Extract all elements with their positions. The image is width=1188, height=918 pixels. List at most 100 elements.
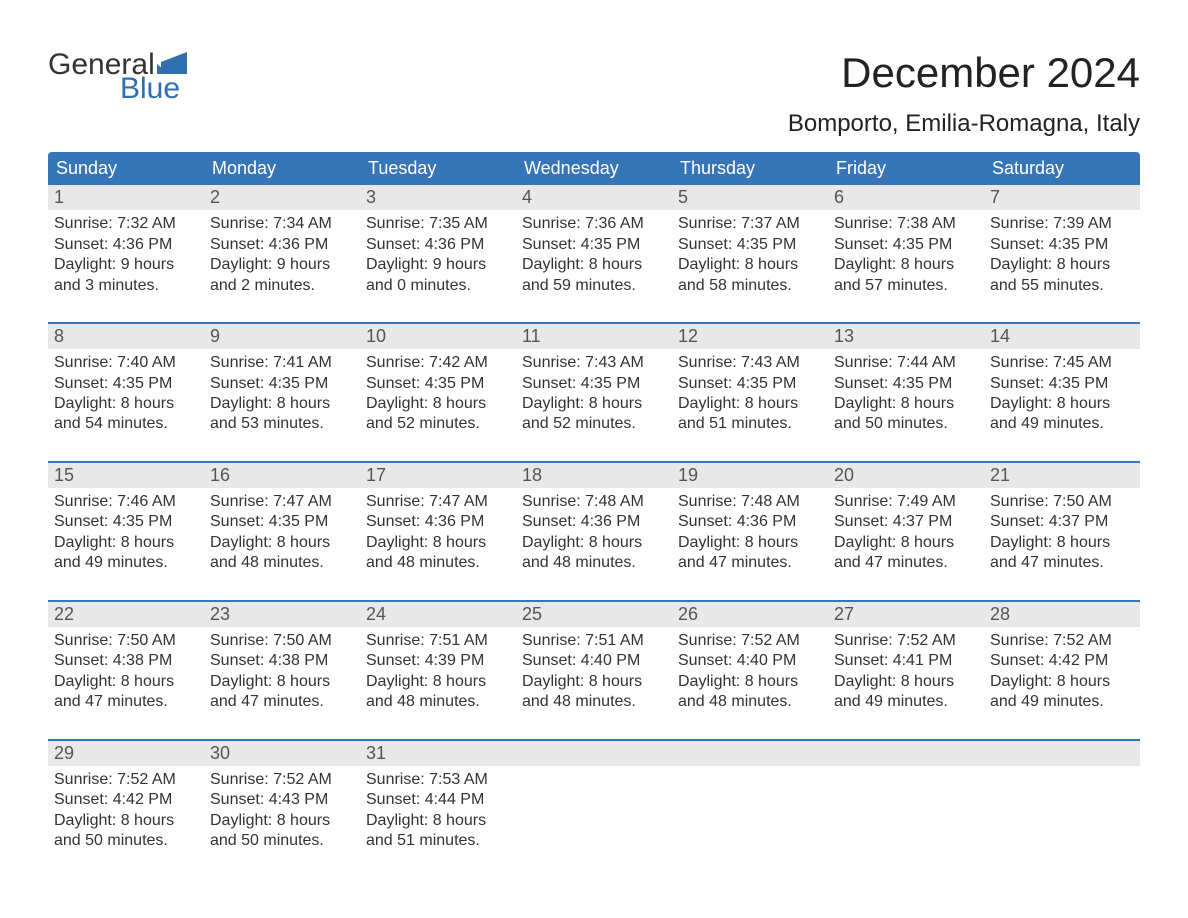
day-number-bar: 26 [672, 602, 828, 627]
day-number: 10 [366, 326, 386, 346]
daylight-line: Daylight: 8 hours and 59 minutes. [522, 255, 666, 296]
daylight-line: Daylight: 8 hours and 47 minutes. [990, 533, 1134, 574]
sunrise-line: Sunrise: 7:47 AM [210, 492, 354, 512]
day-number: 6 [834, 187, 844, 207]
day-body: Sunrise: 7:48 AMSunset: 4:36 PMDaylight:… [522, 492, 666, 574]
daylight-line: Daylight: 8 hours and 47 minutes. [834, 533, 978, 574]
weekday-header-wednesday: Wednesday [516, 152, 672, 185]
day-body: Sunrise: 7:49 AMSunset: 4:37 PMDaylight:… [834, 492, 978, 574]
title-block: December 2024 Bomporto, Emilia-Romagna, … [788, 50, 1140, 138]
sunset-line: Sunset: 4:35 PM [210, 512, 354, 532]
day-number-bar: 18 [516, 463, 672, 488]
day-number-bar: 9 [204, 324, 360, 349]
daylight-line: Daylight: 8 hours and 57 minutes. [834, 255, 978, 296]
sunrise-line: Sunrise: 7:51 AM [366, 631, 510, 651]
day-cell: 28Sunrise: 7:52 AMSunset: 4:42 PMDayligh… [984, 602, 1140, 721]
day-cell: 16 Sunrise: 7:47 AMSunset: 4:35 PMDayligh… [204, 463, 360, 582]
weeks-container: 1 Sunrise: 7:32 AMSunset: 4:36 PMDaylight… [48, 185, 1140, 859]
day-number-bar: 27 [828, 602, 984, 627]
day-body: Sunrise: 7:35 AMSunset: 4:36 PMDaylight:… [366, 214, 510, 296]
sunset-line: Sunset: 4:36 PM [678, 512, 822, 532]
logo-word-blue: Blue [120, 74, 180, 104]
sunrise-line: Sunrise: 7:48 AM [522, 492, 666, 512]
sunrise-line: Sunrise: 7:46 AM [54, 492, 198, 512]
sunset-line: Sunset: 4:44 PM [366, 790, 510, 810]
daylight-line: Daylight: 8 hours and 52 minutes. [522, 394, 666, 435]
day-number: 14 [990, 326, 1010, 346]
day-body: Sunrise: 7:32 AMSunset: 4:36 PMDaylight:… [54, 214, 198, 296]
sunrise-line: Sunrise: 7:52 AM [210, 770, 354, 790]
day-cell: . [828, 741, 984, 860]
day-body: Sunrise: 7:37 AMSunset: 4:35 PMDaylight:… [678, 214, 822, 296]
week-row: 22Sunrise: 7:50 AMSunset: 4:38 PMDayligh… [48, 600, 1140, 721]
day-cell: 26Sunrise: 7:52 AMSunset: 4:40 PMDayligh… [672, 602, 828, 721]
day-cell: 19Sunrise: 7:48 AMSunset: 4:36 PMDayligh… [672, 463, 828, 582]
day-number: 27 [834, 604, 854, 624]
day-cell: 8Sunrise: 7:40 AMSunset: 4:35 PMDaylight… [48, 324, 204, 443]
day-cell: 4 Sunrise: 7:36 AMSunset: 4:35 PMDaylight… [516, 185, 672, 304]
day-cell: 3 Sunrise: 7:35 AMSunset: 4:36 PMDaylight… [360, 185, 516, 304]
day-number: 19 [678, 465, 698, 485]
day-number: 4 [522, 187, 532, 207]
day-number-bar: 28 [984, 602, 1140, 627]
sunset-line: Sunset: 4:35 PM [522, 374, 666, 394]
daylight-line: Daylight: 9 hours and 3 minutes. [54, 255, 198, 296]
day-cell: 15Sunrise: 7:46 AMSunset: 4:35 PMDayligh… [48, 463, 204, 582]
day-cell: 27Sunrise: 7:52 AMSunset: 4:41 PMDayligh… [828, 602, 984, 721]
sunset-line: Sunset: 4:36 PM [366, 235, 510, 255]
day-number-bar: 13 [828, 324, 984, 349]
day-number: 29 [54, 743, 74, 763]
day-cell: 30Sunrise: 7:52 AMSunset: 4:43 PMDayligh… [204, 741, 360, 860]
day-body: Sunrise: 7:36 AMSunset: 4:35 PMDaylight:… [522, 214, 666, 296]
weekday-header-sunday: Sunday [48, 152, 204, 185]
day-cell: 1 Sunrise: 7:32 AMSunset: 4:36 PMDaylight… [48, 185, 204, 304]
day-cell: 22Sunrise: 7:50 AMSunset: 4:38 PMDayligh… [48, 602, 204, 721]
day-cell: 17Sunrise: 7:47 AMSunset: 4:36 PMDayligh… [360, 463, 516, 582]
day-body: Sunrise: 7:38 AMSunset: 4:35 PMDaylight:… [834, 214, 978, 296]
day-number-bar: 22 [48, 602, 204, 627]
day-number-bar: 2 [204, 185, 360, 210]
daylight-line: Daylight: 8 hours and 49 minutes. [834, 672, 978, 713]
calendar-page: General Blue December 2024 Bomporto, Emi… [0, 0, 1188, 900]
day-number: 3 [366, 187, 376, 207]
day-cell: 13Sunrise: 7:44 AMSunset: 4:35 PMDayligh… [828, 324, 984, 443]
daylight-line: Daylight: 9 hours and 2 minutes. [210, 255, 354, 296]
sunset-line: Sunset: 4:35 PM [834, 374, 978, 394]
day-number: 22 [54, 604, 74, 624]
day-number: 25 [522, 604, 542, 624]
sunrise-line: Sunrise: 7:36 AM [522, 214, 666, 234]
day-number: 1 [54, 187, 64, 207]
sunrise-line: Sunrise: 7:38 AM [834, 214, 978, 234]
weekday-header-tuesday: Tuesday [360, 152, 516, 185]
day-cell: 12Sunrise: 7:43 AMSunset: 4:35 PMDayligh… [672, 324, 828, 443]
sunrise-line: Sunrise: 7:41 AM [210, 353, 354, 373]
day-body: Sunrise: 7:47 AMSunset: 4:35 PMDaylight:… [210, 492, 354, 574]
sunset-line: Sunset: 4:35 PM [678, 374, 822, 394]
sunset-line: Sunset: 4:35 PM [54, 512, 198, 532]
daylight-line: Daylight: 8 hours and 47 minutes. [54, 672, 198, 713]
daylight-line: Daylight: 8 hours and 51 minutes. [678, 394, 822, 435]
header: General Blue December 2024 Bomporto, Emi… [48, 50, 1140, 138]
day-cell: 31 Sunrise: 7:53 AMSunset: 4:44 PMDayligh… [360, 741, 516, 860]
weekday-header-saturday: Saturday [984, 152, 1140, 185]
day-body: Sunrise: 7:53 AMSunset: 4:44 PMDaylight:… [366, 770, 510, 852]
week-row: 29Sunrise: 7:52 AMSunset: 4:42 PMDayligh… [48, 739, 1140, 860]
day-number-bar: 3 [360, 185, 516, 210]
day-number: 23 [210, 604, 230, 624]
day-cell: 18 Sunrise: 7:48 AMSunset: 4:36 PMDayligh… [516, 463, 672, 582]
day-number: 13 [834, 326, 854, 346]
day-number-bar: 31 [360, 741, 516, 766]
day-body: Sunrise: 7:50 AMSunset: 4:37 PMDaylight:… [990, 492, 1134, 574]
daylight-line: Daylight: 8 hours and 49 minutes. [990, 394, 1134, 435]
day-number-bar: 25 [516, 602, 672, 627]
week-row: 8Sunrise: 7:40 AMSunset: 4:35 PMDaylight… [48, 322, 1140, 443]
day-cell: 14Sunrise: 7:45 AMSunset: 4:35 PMDayligh… [984, 324, 1140, 443]
day-number: 16 [210, 465, 230, 485]
day-cell: . [516, 741, 672, 860]
day-number-bar: 5 [672, 185, 828, 210]
sunrise-line: Sunrise: 7:42 AM [366, 353, 510, 373]
daylight-line: Daylight: 8 hours and 58 minutes. [678, 255, 822, 296]
sunset-line: Sunset: 4:35 PM [990, 235, 1134, 255]
sunset-line: Sunset: 4:35 PM [210, 374, 354, 394]
sunrise-line: Sunrise: 7:52 AM [834, 631, 978, 651]
